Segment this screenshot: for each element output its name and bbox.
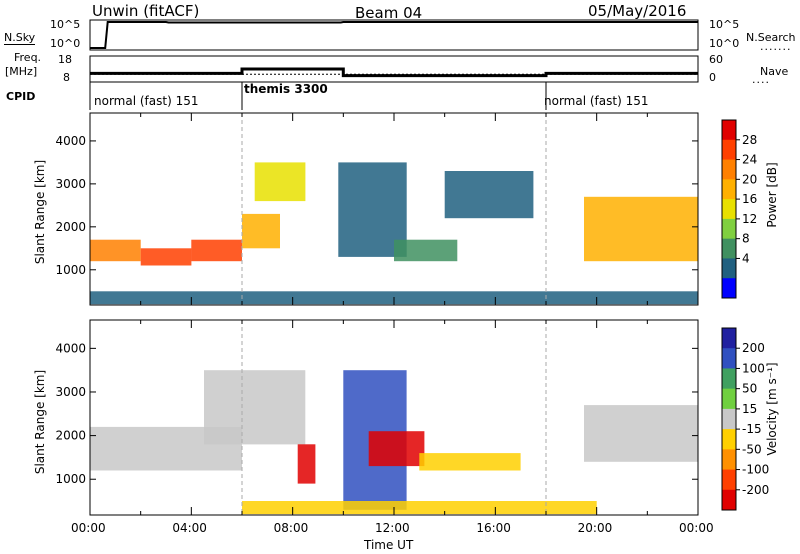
velocity-cbar-tick-label: -50 [742,442,762,456]
power-panel-echo-region [444,171,534,219]
power-panel-echo-region [394,239,458,262]
power-cbar-swatch [722,258,736,279]
nsky-series-line [90,21,698,49]
power-panel-echo-region [140,248,192,266]
nsearch-label: N.Search [746,31,796,44]
nave-tick-bottom: 0 [709,71,716,84]
velocity-panel-ytick-label: 3000 [55,385,86,399]
velocity-cbar-swatch [722,328,736,349]
power-panel-ytick-label: 1000 [55,263,86,277]
power-cbar-swatch [722,139,736,161]
velocity-panel-echo-region [204,370,306,445]
freq-label-line1: Freq. [14,51,42,64]
velocity-cbar-tick-label: 15 [742,402,757,416]
freq-tick-top: 18 [58,53,72,66]
velocity-cbar-frame [721,327,737,511]
nsky-panel-frame [89,19,699,51]
nsearch-tick-bottom: 10^0 [709,37,740,50]
velocity-cbar-tick-label: -200 [742,483,769,497]
velocity-cbar-swatch [722,348,736,369]
velocity-cbar-swatch [722,368,736,390]
x-tick-label: 12:00 [375,521,410,535]
power-cbar-tick-label: 24 [742,153,757,167]
cpid-segment-1: normal (fast) 151 [94,94,199,108]
velocity-cbar-tick-label: -15 [742,422,762,436]
power-cbar-swatch [722,179,736,200]
velocity-panel-echo-region [419,453,521,471]
power-cbar-tick-label: 12 [742,212,757,226]
velocity-cbar-tick-label: -100 [742,463,769,477]
power-panel-ytick-label: 2000 [55,220,86,234]
nave-dots: ···· [752,76,770,89]
x-tick-label: 00:00 [679,521,714,535]
cpid-segment-3: normal (fast) 151 [544,94,649,108]
nsearch-tick-top: 10^5 [709,18,740,31]
x-tick-label: 00:00 [71,521,106,535]
nave-tick-top: 60 [709,53,723,66]
power-cbar-swatch [722,199,736,220]
power-cbar-tick-label: 28 [742,133,757,147]
power-panel-echo-region [191,239,242,262]
power-cbar-swatch [722,238,736,259]
velocity-cbar-tick-label: 100 [742,361,765,375]
nsky-label: N.Sky [4,31,36,45]
power-panel-echo-region [584,196,698,262]
x-tick-label: 16:00 [476,521,511,535]
power-cbar-swatch [722,159,736,180]
velocity-panel-ytick-label: 2000 [55,429,86,443]
velocity-panel-ytick-label: 1000 [55,472,86,486]
velocity-panel-echo-region [584,405,698,462]
station-title: Unwin (fitACF) [92,2,200,20]
freq-series-line [90,67,698,78]
velocity-panel-echo-region [368,431,425,467]
x-tick-label: 04:00 [172,521,207,535]
x-tick-label: 20:00 [577,521,613,535]
date-title: 05/May/2016 [588,2,687,20]
power-cbar-tick-label: 4 [742,251,750,265]
velocity-cbar-swatch [722,489,736,511]
freq-panel-frame [89,55,699,83]
velocity-cbar-swatch [722,408,736,430]
freq-label-line2: [MHz] [5,65,38,78]
nsearch-dots: ······· [760,43,792,56]
velocity-cbar-swatch [722,429,736,450]
velocity-panel-ytick-label: 4000 [55,341,86,355]
nave-label: Nave [760,65,789,78]
x-tick-label: 08:00 [273,521,309,535]
velocity-cbar-swatch [722,388,736,410]
power-cbar-tick-label: 16 [742,192,757,206]
nsky-tick-bottom: 10^0 [50,37,81,50]
velocity-cbar-tick-label: 200 [742,341,765,355]
power-cbar-swatch [722,278,736,299]
power-cbar-tick-label: 20 [742,172,757,186]
cpid-label: CPID [6,90,36,103]
x-axis-label: Time UT [364,538,414,552]
power-cbar-swatch [722,120,736,141]
power-panel-echo-region [90,239,141,262]
power-panel-echo-region [254,162,306,202]
power-cbar-tick-label: 8 [742,232,750,246]
nsky-tick-top: 10^5 [50,18,81,31]
velocity-panel-echo-region [297,444,316,484]
power-panel-ytick-label: 4000 [55,134,86,148]
velocity-panel-echo-region [242,501,597,515]
beam-title: Beam 04 [355,4,423,22]
cpid-segment-2: themis 3300 [244,82,328,96]
power-cbar-swatch [722,218,736,240]
velocity-cbar-swatch [722,449,736,471]
velocity-cbar-swatch [722,469,736,491]
power-panel-ytick-label: 3000 [55,177,86,191]
power-cbar-frame [721,119,737,299]
velocity-cbar-tick-label: 50 [742,382,757,396]
power-panel-echo-region [242,213,280,249]
freq-tick-bottom: 8 [63,71,70,84]
